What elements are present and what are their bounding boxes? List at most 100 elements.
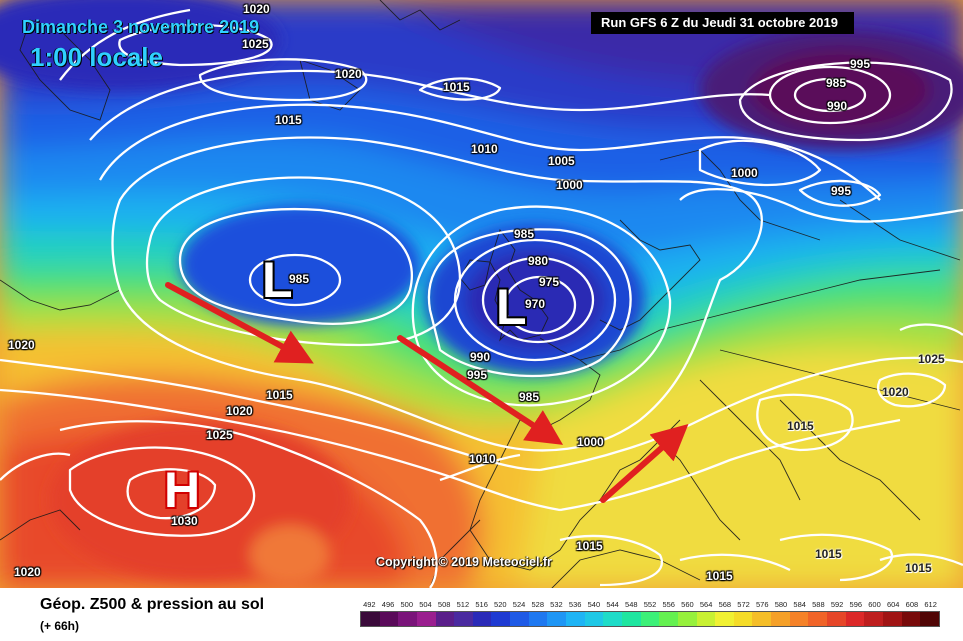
low-center-atlantic: L <box>262 252 293 308</box>
color-scale-label: 580 <box>774 600 788 609</box>
isobar-label: 1025 <box>242 37 269 51</box>
high-center-azores: H <box>164 462 201 518</box>
color-scale-cell <box>696 612 716 626</box>
color-scale-label: 508 <box>437 600 451 609</box>
isobar-label: 1000 <box>556 178 583 192</box>
legend-footer: Géop. Z500 & pression au sol (+ 66h) 492… <box>0 588 963 641</box>
color-scale-cell <box>920 612 939 626</box>
color-scale-label: 516 <box>475 600 488 609</box>
isobar-label: 1025 <box>206 428 233 442</box>
isobar-label: 985 <box>826 76 847 90</box>
isobar-label: 1010 <box>471 142 498 156</box>
weather-map: Dimanche 3 novembre 2019 1:00 locale Run… <box>0 0 963 588</box>
color-scale-bar <box>360 611 940 627</box>
color-scale-label: 596 <box>849 600 863 609</box>
color-scale-cell <box>435 612 455 626</box>
arrow-mediterranean <box>600 424 689 503</box>
color-scale-label: 560 <box>681 600 694 609</box>
isobar-label: 1000 <box>731 166 758 180</box>
color-scale-label: 500 <box>400 600 414 609</box>
color-scale-label: 540 <box>587 600 601 609</box>
arrow-atlantic <box>165 282 314 364</box>
color-scale-label: 544 <box>606 600 619 609</box>
isobar-label: 1015 <box>787 419 814 433</box>
isobar-label: 990 <box>470 350 491 364</box>
color-scale-label: 504 <box>419 600 432 609</box>
color-scale-cell <box>603 612 622 626</box>
color-scale-labels: 492 496 500 504 508 512 516 520 524 528 532 536 540 5… <box>355 600 941 610</box>
color-scale-cell <box>491 612 511 626</box>
color-scale-cell <box>379 612 399 626</box>
geopotential-field <box>0 0 963 588</box>
flow-arrows <box>165 282 689 503</box>
color-scale-cell <box>733 612 753 626</box>
color-scale-label: 528 <box>531 600 544 609</box>
color-scale-label: 568 <box>718 600 732 609</box>
isobar-label: 1005 <box>548 154 575 168</box>
isobar-label: 1000 <box>577 435 604 449</box>
color-scale-label: 532 <box>550 600 563 609</box>
color-scale-label: 552 <box>643 600 657 609</box>
isobar-label: 1015 <box>266 388 293 402</box>
isobar-label: 985 <box>514 227 535 241</box>
color-scale-cell <box>677 612 697 626</box>
color-scale-label: 572 <box>737 600 750 609</box>
color-scale-label: 564 <box>699 600 713 609</box>
isobar-label: 975 <box>539 275 560 289</box>
color-scale-cell <box>827 612 846 626</box>
isobar-label: 995 <box>831 184 852 198</box>
color-scale-cell <box>361 612 380 626</box>
isobar-label: 1015 <box>443 80 470 94</box>
forecast-date: Dimanche 3 novembre 2019 <box>22 17 260 37</box>
color-scale-cell <box>808 612 828 626</box>
color-scale-label: 584 <box>793 600 806 609</box>
isobar-label: 1020 <box>226 404 253 418</box>
color-scale-label: 604 <box>886 600 900 609</box>
color-scale-label: 600 <box>868 600 881 609</box>
arrow-biscay <box>397 335 564 445</box>
color-scale-cell <box>789 612 809 626</box>
color-scale-label: 520 <box>494 600 507 609</box>
color-scale-label: 608 <box>905 600 919 609</box>
copyright-notice: Copyright © 2019 Meteociel.fr <box>376 555 552 569</box>
color-scale-cell <box>901 612 921 626</box>
isobar-label: 1015 <box>275 113 302 127</box>
color-scale-cell <box>845 612 865 626</box>
color-scale-label: 548 <box>625 600 638 609</box>
color-scale-label: 492 <box>363 600 376 609</box>
forecast-lead-time: (+ 66h) <box>40 619 80 633</box>
color-scale-cell <box>752 612 772 626</box>
isobar-label: 1015 <box>576 539 603 553</box>
color-scale-label: 524 <box>512 600 526 609</box>
isobar-label: 1030 <box>171 514 198 528</box>
map-parameter-title: Géop. Z500 & pression au sol <box>40 596 265 613</box>
map-canvas <box>0 0 963 588</box>
color-scale-label: 496 <box>381 600 395 609</box>
isobar-label: 990 <box>827 99 848 113</box>
color-scale-cell <box>715 612 734 626</box>
color-scale-label: 556 <box>662 600 675 609</box>
color-scale-cell <box>547 612 567 626</box>
forecast-time: 1:00 locale <box>30 42 163 72</box>
isobar-label: 1020 <box>882 385 909 399</box>
color-scale-label: 536 <box>568 600 582 609</box>
color-scale-cell <box>416 612 436 626</box>
isobar-label: 985 <box>289 272 310 286</box>
isobar-label: 1020 <box>14 565 41 579</box>
isobar-label: 970 <box>525 297 546 311</box>
isobar-label: 1015 <box>706 569 733 583</box>
isobar-label: 995 <box>850 57 871 71</box>
color-scale-label: 588 <box>812 600 825 609</box>
color-scale-cell <box>584 612 604 626</box>
isobar-label: 1025 <box>918 352 945 366</box>
color-scale-cell <box>771 612 790 626</box>
isobar-label: 995 <box>467 368 488 382</box>
isobar-label: 985 <box>519 390 540 404</box>
color-scale-cell <box>472 612 492 626</box>
color-scale-label: 576 <box>755 600 769 609</box>
isobar-label: 1015 <box>905 561 932 575</box>
color-scale-cell <box>510 612 529 626</box>
color-scale-cell <box>882 612 902 626</box>
color-scale-cell <box>454 612 473 626</box>
color-scale-cell <box>659 612 678 626</box>
